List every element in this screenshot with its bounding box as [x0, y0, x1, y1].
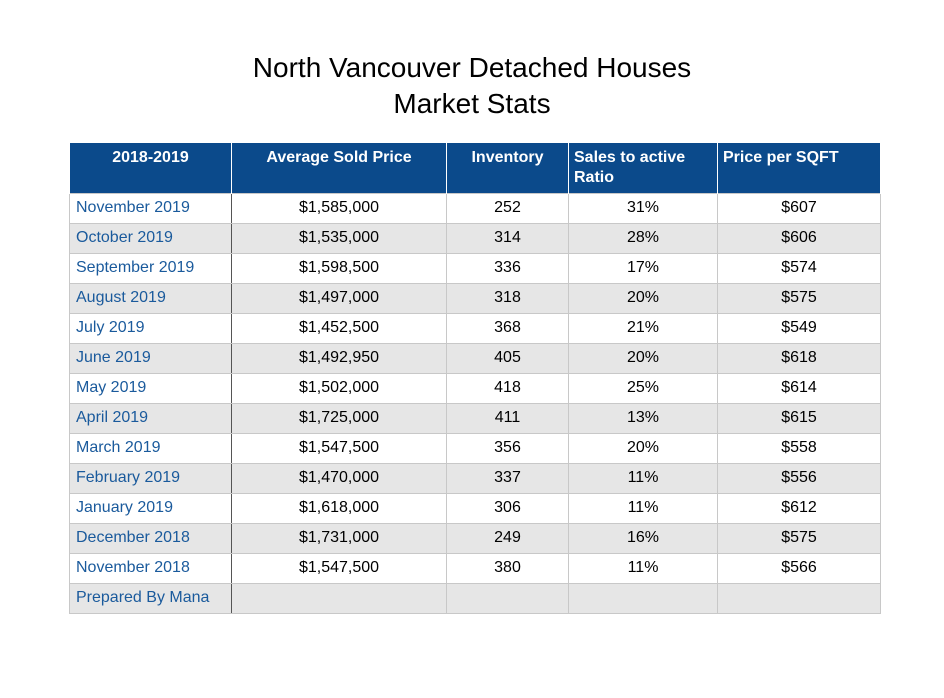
table-row: August 2019 $1,497,000 318 20% $575 [69, 282, 881, 314]
average-sold-price-cell: $1,502,000 [231, 372, 447, 404]
table-row: Prepared By Mana [69, 582, 881, 614]
average-sold-price-cell [231, 582, 447, 614]
title-line-1: North Vancouver Detached Houses [252, 52, 692, 83]
table-row: October 2019 $1,535,000 314 28% $606 [69, 222, 881, 254]
average-sold-price-cell: $1,547,500 [231, 552, 447, 584]
price-per-sqft-cell: $612 [717, 492, 881, 524]
average-sold-price-cell: $1,731,000 [231, 522, 447, 554]
inventory-cell: 411 [446, 402, 569, 434]
price-per-sqft-cell: $574 [717, 252, 881, 284]
month-cell: October 2019 [69, 222, 232, 254]
month-cell: November 2018 [69, 552, 232, 584]
sales-to-active-ratio-cell: 11% [568, 492, 718, 524]
table-row: July 2019 $1,452,500 368 21% $549 [69, 312, 881, 344]
inventory-cell: 318 [446, 282, 569, 314]
table-row: November 2019 $1,585,000 252 31% $607 [69, 192, 881, 224]
average-sold-price-cell: $1,725,000 [231, 402, 447, 434]
price-per-sqft-cell: $556 [717, 462, 881, 494]
inventory-cell: 368 [446, 312, 569, 344]
sales-to-active-ratio-cell: 28% [568, 222, 718, 254]
table-row: February 2019 $1,470,000 337 11% $556 [69, 462, 881, 494]
month-cell: August 2019 [69, 282, 232, 314]
price-per-sqft-cell [717, 582, 881, 614]
inventory-cell: 337 [446, 462, 569, 494]
month-cell: May 2019 [69, 372, 232, 404]
average-sold-price-cell: $1,535,000 [231, 222, 447, 254]
average-sold-price-cell: $1,598,500 [231, 252, 447, 284]
sales-to-active-ratio-cell: 20% [568, 342, 718, 374]
market-stats-table: 2018-2019 Average Sold Price Inventory S… [69, 143, 881, 614]
month-cell: March 2019 [69, 432, 232, 464]
table-body: November 2019 $1,585,000 252 31% $607 October… [69, 192, 881, 614]
table-row: March 2019 $1,547,500 356 20% $558 [69, 432, 881, 464]
inventory-cell: 380 [446, 552, 569, 584]
inventory-cell: 314 [446, 222, 569, 254]
average-sold-price-cell: $1,497,000 [231, 282, 447, 314]
month-cell: January 2019 [69, 492, 232, 524]
inventory-cell: 418 [446, 372, 569, 404]
month-cell: September 2019 [69, 252, 232, 284]
price-per-sqft-cell: $575 [717, 522, 881, 554]
sales-to-active-ratio-cell: 31% [568, 192, 718, 224]
sales-to-active-ratio-cell: 17% [568, 252, 718, 284]
average-sold-price-cell: $1,547,500 [231, 432, 447, 464]
month-cell: November 2019 [69, 192, 232, 224]
price-per-sqft-cell: $549 [717, 312, 881, 344]
inventory-cell [446, 582, 569, 614]
average-sold-price-cell: $1,585,000 [231, 192, 447, 224]
inventory-cell: 306 [446, 492, 569, 524]
inventory-cell: 405 [446, 342, 569, 374]
column-header-sales-to-active-ratio: Sales to active Ratio [568, 143, 718, 193]
header-row: 2018-2019 Average Sold Price Inventory S… [69, 143, 881, 193]
price-per-sqft-cell: $606 [717, 222, 881, 254]
price-per-sqft-cell: $558 [717, 432, 881, 464]
table-row: June 2019 $1,492,950 405 20% $618 [69, 342, 881, 374]
price-per-sqft-cell: $618 [717, 342, 881, 374]
column-header-period: 2018-2019 [69, 143, 232, 193]
month-cell: December 2018 [69, 522, 232, 554]
month-cell: Prepared By Mana [69, 582, 232, 614]
inventory-cell: 356 [446, 432, 569, 464]
price-per-sqft-cell: $614 [717, 372, 881, 404]
average-sold-price-cell: $1,470,000 [231, 462, 447, 494]
month-cell: June 2019 [69, 342, 232, 374]
inventory-cell: 249 [446, 522, 569, 554]
table-row: January 2019 $1,618,000 306 11% $612 [69, 492, 881, 524]
average-sold-price-cell: $1,618,000 [231, 492, 447, 524]
sales-to-active-ratio-cell: 16% [568, 522, 718, 554]
inventory-cell: 252 [446, 192, 569, 224]
price-per-sqft-cell: $566 [717, 552, 881, 584]
column-header-price-per-sqft: Price per SQFT [717, 143, 881, 193]
column-header-average-sold-price: Average Sold Price [231, 143, 447, 193]
column-header-inventory: Inventory [446, 143, 569, 193]
table-row: November 2018 $1,547,500 380 11% $566 [69, 552, 881, 584]
sales-to-active-ratio-cell: 11% [568, 462, 718, 494]
month-cell: April 2019 [69, 402, 232, 434]
average-sold-price-cell: $1,452,500 [231, 312, 447, 344]
table-row: September 2019 $1,598,500 336 17% $574 [69, 252, 881, 284]
sales-to-active-ratio-cell: 13% [568, 402, 718, 434]
sales-to-active-ratio-cell [568, 582, 718, 614]
price-per-sqft-cell: $575 [717, 282, 881, 314]
sales-to-active-ratio-cell: 11% [568, 552, 718, 584]
month-cell: July 2019 [69, 312, 232, 344]
sales-to-active-ratio-cell: 20% [568, 432, 718, 464]
sales-to-active-ratio-cell: 21% [568, 312, 718, 344]
table-row: April 2019 $1,725,000 411 13% $615 [69, 402, 881, 434]
table-row: May 2019 $1,502,000 418 25% $614 [69, 372, 881, 404]
chart-title: North Vancouver Detached Houses Market S… [0, 50, 944, 122]
price-per-sqft-cell: $615 [717, 402, 881, 434]
average-sold-price-cell: $1,492,950 [231, 342, 447, 374]
table-row: December 2018 $1,731,000 249 16% $575 [69, 522, 881, 554]
price-per-sqft-cell: $607 [717, 192, 881, 224]
inventory-cell: 336 [446, 252, 569, 284]
month-cell: February 2019 [69, 462, 232, 494]
sales-to-active-ratio-cell: 20% [568, 282, 718, 314]
title-line-2: Market Stats [393, 88, 551, 119]
sales-to-active-ratio-cell: 25% [568, 372, 718, 404]
